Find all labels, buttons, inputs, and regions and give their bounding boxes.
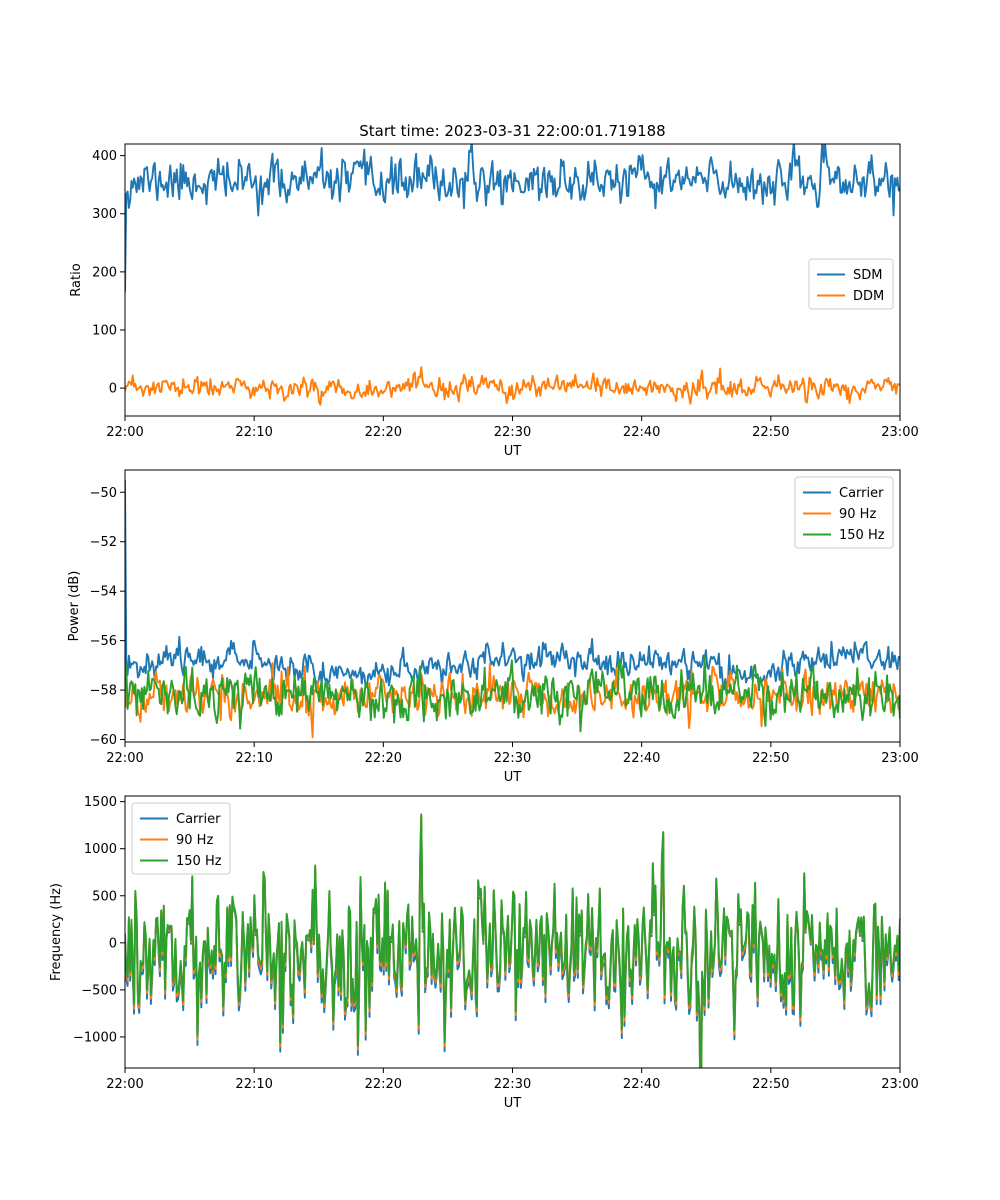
x-tick-label: 23:00 — [881, 1077, 918, 1092]
x-tick-label: 22:10 — [235, 425, 272, 440]
chart-title: Start time: 2023-03-31 22:00:01.719188 — [359, 122, 665, 140]
legend-box — [794, 476, 894, 549]
x-tick-label: 22:00 — [106, 425, 143, 440]
x-tick-label: 22:00 — [106, 751, 143, 766]
legend-entry: 90 Hz — [839, 507, 876, 522]
legend-entry: 150 Hz — [839, 528, 885, 543]
legend: Carrier 90 Hz 150 Hz — [131, 802, 231, 875]
y-tick-label: −54 — [90, 585, 117, 600]
subplot-3: 22:00 22:10 22:20 22:30 22:40 22:50 23:00 −1000… — [49, 795, 919, 1111]
legend-entry: DDM — [853, 289, 884, 304]
series-group — [125, 479, 900, 739]
x-tick-label: 22:40 — [623, 425, 660, 440]
legend-entry: 90 Hz — [176, 833, 213, 848]
y-tick-label: −1000 — [73, 1030, 117, 1045]
x-tick-label: 22:20 — [365, 425, 402, 440]
legend: SDM DDM — [808, 258, 894, 310]
subplot-1: 22:00 22:10 22:20 22:30 22:40 22:50 23:00 0 100 2… — [69, 122, 919, 459]
y-tick-label: −52 — [90, 535, 117, 550]
x-tick-label: 22:10 — [235, 1077, 272, 1092]
y-tick-label: −60 — [90, 733, 117, 748]
y-tick-label: 500 — [92, 889, 117, 904]
legend-box — [131, 802, 231, 875]
y-tick-label: −500 — [81, 983, 117, 998]
plots-container: 22:00 22:10 22:20 22:30 22:40 22:50 23:00 0 100 2… — [49, 122, 919, 1111]
x-tick-label: 22:30 — [494, 751, 531, 766]
y-tick-label: −56 — [90, 634, 117, 649]
series-line-ddm — [125, 366, 900, 406]
y-axis-label: Power (dB) — [67, 571, 82, 642]
x-tick-label: 22:00 — [106, 1077, 143, 1092]
x-tick-label: 22:40 — [623, 751, 660, 766]
y-tick-label: 0 — [109, 382, 117, 397]
x-tick-label: 22:30 — [494, 425, 531, 440]
legend-entry: 150 Hz — [176, 854, 222, 869]
x-axis-label: UT — [504, 444, 522, 459]
x-tick-label: 23:00 — [881, 751, 918, 766]
x-tick-label: 22:10 — [235, 751, 272, 766]
y-tick-label: −58 — [90, 684, 117, 699]
y-tick-label: 300 — [92, 207, 117, 222]
x-tick-label: 22:50 — [752, 751, 789, 766]
x-tick-label: 22:20 — [365, 1077, 402, 1092]
y-tick-label: 200 — [92, 265, 117, 280]
x-tick-label: 22:30 — [494, 1077, 531, 1092]
series-group — [125, 144, 900, 406]
series-group — [125, 813, 900, 1068]
x-axis-label: UT — [504, 1096, 522, 1111]
x-tick-label: 22:50 — [752, 1077, 789, 1092]
y-axis-label: Ratio — [69, 263, 84, 296]
series-line-150-hz — [125, 813, 900, 1068]
x-axis-label: UT — [504, 770, 522, 785]
subplot-2: 22:00 22:10 22:20 22:30 22:40 22:50 23:00 −60 −5… — [67, 469, 919, 785]
y-tick-label: −50 — [90, 486, 117, 501]
legend-entry: Carrier — [176, 812, 221, 827]
y-tick-label: 100 — [92, 323, 117, 338]
x-tick-label: 22:50 — [752, 425, 789, 440]
series-line-150-hz — [125, 656, 900, 733]
y-tick-label: 1000 — [84, 842, 117, 857]
legend: Carrier 90 Hz 150 Hz — [794, 476, 894, 549]
y-tick-label: 1500 — [84, 795, 117, 810]
x-tick-label: 23:00 — [881, 425, 918, 440]
y-tick-label: 400 — [92, 149, 117, 164]
x-tick-label: 22:20 — [365, 751, 402, 766]
series-line-sdm — [125, 144, 900, 293]
series-line-carrier — [125, 479, 900, 692]
y-tick-label: 0 — [109, 936, 117, 951]
legend-entry: SDM — [853, 268, 882, 283]
legend-entry: Carrier — [839, 486, 884, 501]
y-axis-label: Frequency (Hz) — [49, 883, 64, 981]
x-tick-label: 22:40 — [623, 1077, 660, 1092]
